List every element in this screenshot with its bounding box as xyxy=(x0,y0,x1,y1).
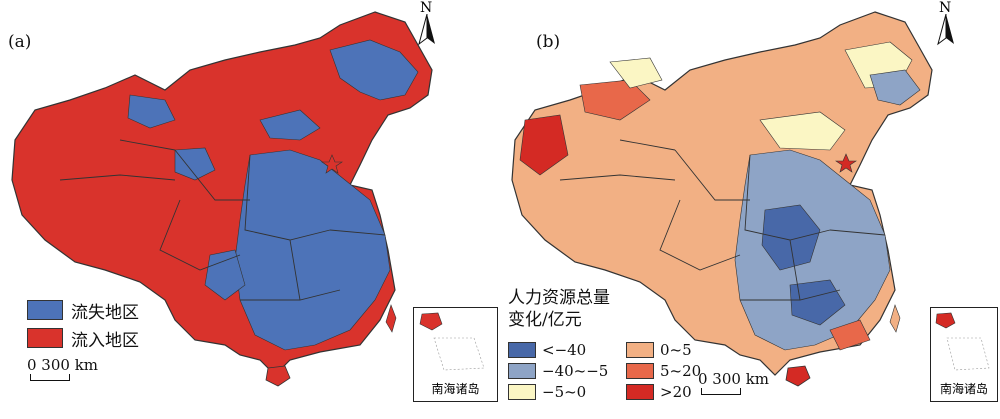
outflow-north-a xyxy=(329,39,419,101)
very-low-central-b xyxy=(761,204,821,271)
taiwan-a xyxy=(385,304,397,333)
swatch-minus40-minus5 xyxy=(508,362,536,379)
inset-map-a xyxy=(419,312,485,371)
province-borders-b xyxy=(559,139,886,301)
map-a xyxy=(11,11,433,387)
legend-label-0-5: 0~5 xyxy=(660,340,692,359)
panel-a: (a) N 流失地区 流入地区 0 300 km 南海诸岛 xyxy=(8,0,498,402)
legend-item-inflow: 流入地区 xyxy=(27,324,139,352)
legend-label-5-20: 5~20 xyxy=(660,361,702,380)
legend-item-minus40-minus5: −40~−5 xyxy=(508,362,626,380)
scale-bar-a xyxy=(30,374,70,381)
outflow-sw-a xyxy=(204,249,246,301)
beijing-star-b xyxy=(835,153,857,173)
legend-item-outflow: 流失地区 xyxy=(27,296,139,324)
mid-south-b xyxy=(829,319,871,351)
north-arrow-shape xyxy=(937,14,954,46)
legend-label-minus40-minus5: −40~−5 xyxy=(542,361,609,380)
legend-item-lt-minus40: <−40 xyxy=(508,341,626,359)
neutral-xinjiang-b xyxy=(609,57,663,89)
legend-b-title-line2: 变化/亿元 xyxy=(508,310,582,330)
scale-bar-b xyxy=(701,388,741,395)
province-borders-a xyxy=(59,139,386,301)
swatch-gt20 xyxy=(626,383,654,400)
map-b xyxy=(511,11,933,387)
legend-item-0-5: 0~5 xyxy=(626,341,744,359)
taiwan-b xyxy=(889,304,901,333)
swatch-lt-minus40 xyxy=(508,341,536,358)
south-china-sea-inset-a: 南海诸岛 xyxy=(413,307,498,402)
swatch-0-5 xyxy=(626,341,654,358)
panel-b: (b) N 南海诸岛 0 300 km xyxy=(500,0,1000,419)
legend-item-minus5-0: −5~0 xyxy=(508,383,626,401)
swatch-minus5-0 xyxy=(508,383,536,400)
legend-a: 流失地区 流入地区 xyxy=(27,296,139,352)
legend-item-5-20: 5~20 xyxy=(626,362,744,380)
inset-label-b: 南海诸岛 xyxy=(939,382,988,396)
hainan-a xyxy=(265,365,291,387)
legend-label-lt-minus40: <−40 xyxy=(542,340,587,359)
neutral-north-b xyxy=(759,111,846,151)
outflow-central-a xyxy=(174,147,216,181)
inset-map-b xyxy=(935,312,990,371)
swatch-5-20 xyxy=(626,362,654,379)
legend-b-title-line1: 人力资源总量 xyxy=(508,288,610,308)
very-low-south-b xyxy=(789,279,846,326)
outflow-mongolia-a xyxy=(127,94,176,129)
north-arrow-icon: N xyxy=(932,0,960,48)
legend-b: <−40 0~5 −40~−5 5~20 −5~0 >20 xyxy=(508,339,744,402)
north-label: N xyxy=(420,0,433,16)
legend-b-title: 人力资源总量 变化/亿元 xyxy=(508,287,610,331)
legend-label-gt20: >20 xyxy=(660,382,692,401)
north-arrow-icon: N xyxy=(413,0,441,48)
legend-label-inflow: 流入地区 xyxy=(71,330,139,351)
swatch-inflow xyxy=(27,328,63,348)
legend-label-outflow: 流失地区 xyxy=(71,302,139,323)
high-west-b xyxy=(519,114,569,176)
outflow-ne2-a xyxy=(259,109,321,141)
south-china-sea-inset-b: 南海诸岛 xyxy=(930,307,998,402)
swatch-outflow xyxy=(27,300,63,320)
scale-label-a: 0 300 km xyxy=(27,356,99,374)
hainan-b xyxy=(785,365,811,387)
panel-label-a: (a) xyxy=(8,32,32,52)
mid-xinjiang-b xyxy=(579,79,651,121)
beijing-star-a xyxy=(321,154,343,174)
scale-label-b: 0 300 km xyxy=(698,370,770,388)
north-label: N xyxy=(939,0,952,16)
panel-label-b: (b) xyxy=(536,32,561,52)
legend-item-gt20: >20 xyxy=(626,383,744,401)
inset-label-a: 南海诸岛 xyxy=(431,382,480,396)
ne-mixed-b xyxy=(869,69,921,106)
north-arrow-shape xyxy=(418,14,435,46)
legend-label-minus5-0: −5~0 xyxy=(542,382,587,401)
